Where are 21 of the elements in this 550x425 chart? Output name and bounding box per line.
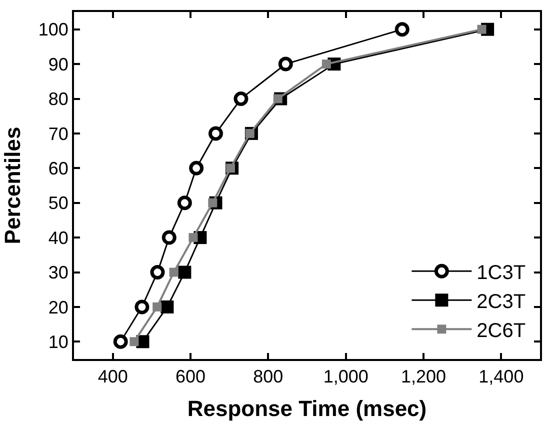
legend-label: 1C3T [476, 262, 526, 284]
y-tick-label: 30 [48, 262, 68, 283]
y-axis-title: Percentiles [0, 126, 25, 244]
legend-label: 2C6T [476, 320, 526, 342]
x-tick-label: 600 [175, 366, 206, 387]
x-tick-label: 800 [253, 366, 284, 387]
x-tick-label: 1,000 [323, 366, 368, 387]
y-tick-label: 40 [48, 228, 68, 248]
y-tick-label: 70 [48, 124, 68, 144]
x-tick-label: 1,200 [400, 366, 446, 387]
y-tick-label: 80 [48, 89, 68, 110]
y-tick-label: 90 [48, 54, 68, 74]
x-axis-title: Response Time (msec) [187, 396, 427, 421]
x-tick-label: 400 [98, 366, 128, 387]
y-tick-label: 100 [38, 20, 68, 40]
y-tick-label: 60 [48, 158, 68, 178]
x-tick-label: 1,400 [478, 366, 524, 387]
y-tick-label: 10 [48, 332, 68, 352]
y-tick-label: 50 [48, 193, 68, 214]
y-tick-label: 20 [48, 297, 68, 318]
legend-label: 2C3T [476, 290, 526, 313]
